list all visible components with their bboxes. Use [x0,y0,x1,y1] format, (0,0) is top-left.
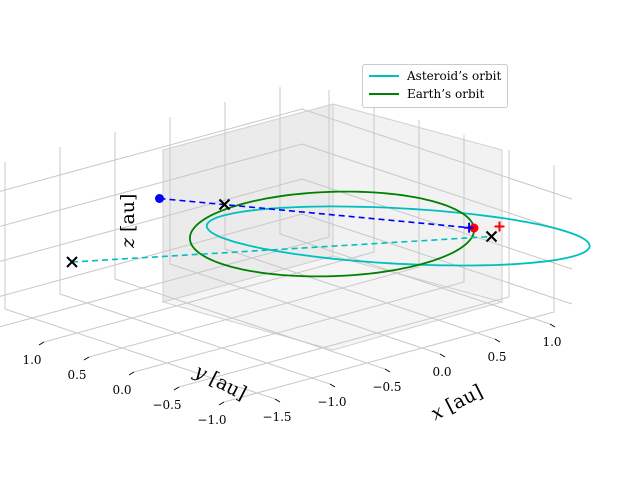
legend: Asteroid’s orbit Earth’s orbit [362,64,508,108]
grid-line-z [0,213,573,305]
grid-line-y [43,105,375,343]
x-stroke [485,230,498,243]
x-tick-mark [329,383,336,388]
axes-ticks: −1.5−1.0−0.50.00.51.0−1.0−0.50.00.51.01.… [22,323,562,427]
grid-line-x [224,102,496,340]
point-marker-plus [464,222,475,233]
markers [66,194,505,268]
x-tick-mark [494,338,501,343]
x-tick-label: 0.0 [432,365,451,379]
grid-line-y [88,120,420,358]
y-tick-label: 0.5 [67,368,86,382]
x-tick-label: 1.0 [542,335,561,349]
point-marker-x [485,230,498,243]
y-tick-label: −1.0 [197,413,226,427]
legend-swatch-asteroid [369,75,399,77]
y-tick-mark [173,386,180,391]
point-marker-circle [155,194,164,203]
dashed-line-0 [159,197,470,229]
grid-line-x [4,162,276,400]
legend-label-earth: Earth’s orbit [407,87,485,101]
y-tick-label: 0.0 [112,383,131,397]
point-marker-x [218,198,231,211]
x-tick-mark [549,323,556,328]
grid-line-z [0,108,573,200]
legend-item-earth: Earth’s orbit [369,86,484,102]
x-tick-label: 0.5 [487,350,506,364]
grid-line-z [0,178,573,270]
grid-line-y [178,150,510,388]
point-marker-plus [494,221,505,232]
x-stroke [218,198,231,211]
grid-line-x [59,147,331,385]
x-stroke [66,256,78,268]
grid-line-y [0,90,330,328]
asteroid-orbit-line [205,205,591,267]
z-axis-label: z [au] [117,194,139,249]
y-tick-mark [128,371,135,376]
earth-orbit-line [188,190,476,278]
x-tick-label: −1.5 [262,410,291,424]
legend-label-asteroid: Asteroid’s orbit [407,69,502,83]
x-tick-label: −0.5 [372,380,401,394]
grid-line-x [279,87,551,325]
x-tick-label: −1.0 [317,395,346,409]
grid-line-x [169,117,441,355]
grid-line-z [0,143,573,235]
grid-line-y [133,135,465,373]
dashed-line-1 [71,235,492,263]
x-tick-mark [384,368,391,373]
grid-lines [0,87,573,403]
y-tick-label: 1.0 [22,353,41,367]
y-axis-label: y [au] [190,360,250,405]
orbits [71,190,591,278]
y-tick-label: −0.5 [152,398,181,412]
x-tick-mark [274,398,281,403]
grid-line-x [114,132,386,370]
x-tick-mark [439,353,446,358]
grid-line-y [223,165,555,403]
y-tick-mark [83,356,90,361]
y-tick-mark [218,401,225,406]
point-marker-x [66,256,78,268]
legend-swatch-earth [369,93,399,95]
legend-item-asteroid: Asteroid’s orbit [369,68,501,84]
y-tick-mark [38,341,45,346]
x-axis-label: x [au] [427,380,486,425]
